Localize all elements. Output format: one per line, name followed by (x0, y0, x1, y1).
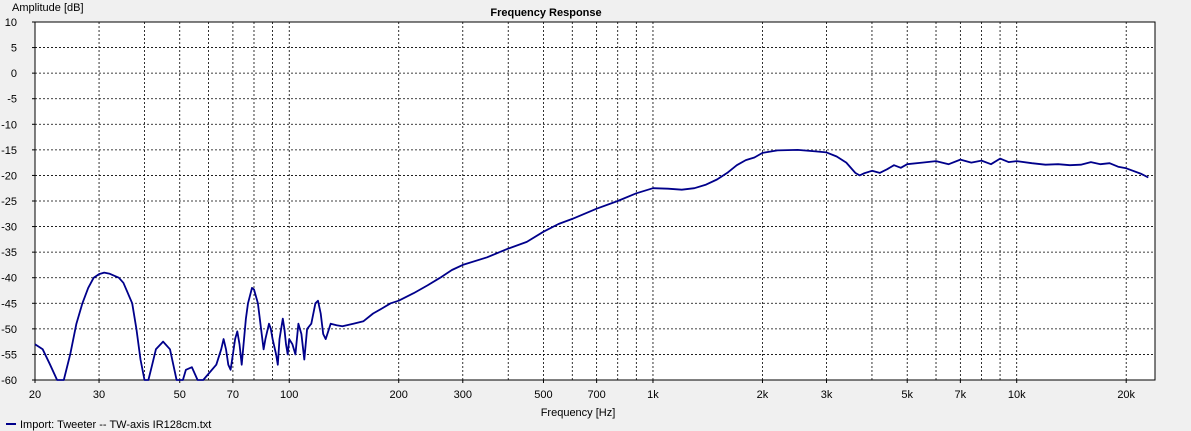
x-tick-label: 500 (534, 389, 552, 401)
y-axis-label: Amplitude [dB] (12, 2, 84, 14)
legend: Import: Tweeter -- TW-axis IR128cm.txt (6, 419, 211, 431)
x-tick-label: 700 (587, 389, 605, 401)
y-tick-label: -20 (1, 170, 17, 182)
y-tick-label: -35 (1, 247, 17, 259)
x-tick-label: 20k (1117, 389, 1135, 401)
x-tick-label: 30 (93, 389, 105, 401)
x-tick-label: 300 (454, 389, 472, 401)
x-tick-label: 1k (647, 389, 659, 401)
y-tick-label: -40 (1, 273, 17, 285)
y-tick-label: -55 (1, 349, 17, 361)
y-tick-label: -10 (1, 119, 17, 131)
x-tick-label: 50 (174, 389, 186, 401)
y-tick-label: -5 (7, 94, 17, 106)
y-tick-label: -25 (1, 196, 17, 208)
x-tick-label: 20 (29, 389, 41, 401)
x-tick-label: 5k (901, 389, 913, 401)
y-tick-label: -15 (1, 145, 17, 157)
x-tick-label: 7k (955, 389, 967, 401)
x-tick-label: 2k (757, 389, 769, 401)
y-tick-label: 5 (11, 43, 17, 55)
x-axis-label: Frequency [Hz] (541, 407, 616, 419)
x-tick-label: 100 (280, 389, 298, 401)
y-tick-label: -60 (1, 375, 17, 387)
series-line-0 (34, 148, 1149, 381)
x-tick-label: 200 (390, 389, 408, 401)
y-tick-label: -45 (1, 298, 17, 310)
chart-title: Frequency Response (490, 7, 601, 19)
y-tick-label: -30 (1, 222, 17, 234)
y-tick-label: -50 (1, 324, 17, 336)
series-layer (34, 148, 1149, 381)
x-tick-label: 3k (821, 389, 833, 401)
y-tick-label: 0 (11, 68, 17, 80)
grid-lines (35, 22, 1155, 380)
y-tick-label: 10 (5, 17, 17, 29)
legend-entry: Import: Tweeter -- TW-axis IR128cm.txt (20, 419, 211, 431)
x-tick-label: 10k (1008, 389, 1026, 401)
x-tick-label: 70 (227, 389, 239, 401)
tick-labels: 1050-5-10-15-20-25-30-35-40-45-50-55-602… (1, 17, 1135, 401)
